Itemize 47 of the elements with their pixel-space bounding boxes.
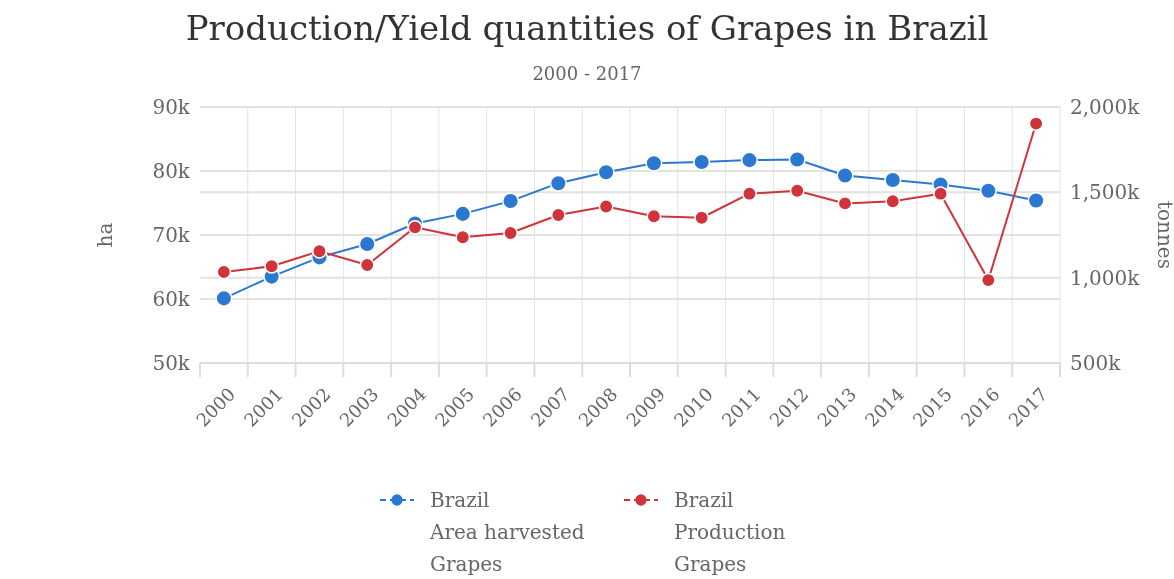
point <box>264 258 280 274</box>
point <box>598 199 614 214</box>
point <box>550 207 566 223</box>
chart-subtitle: 2000 - 2017 <box>532 63 642 84</box>
point <box>979 182 997 200</box>
point <box>454 205 472 223</box>
y-tick-label: 80k <box>152 158 191 183</box>
y2-tick-label: 500k <box>1070 350 1122 375</box>
point <box>216 264 232 280</box>
point <box>740 151 758 169</box>
point <box>742 186 757 202</box>
point <box>884 171 902 189</box>
point <box>407 219 423 235</box>
point <box>312 243 327 259</box>
point <box>837 196 853 211</box>
point <box>359 257 375 273</box>
point <box>694 210 710 226</box>
y-tick-label: 90k <box>152 94 191 119</box>
point <box>358 235 376 253</box>
y2-tick-label: 1,500k <box>1070 180 1141 205</box>
legend-label: Brazil Area harvested Grapes <box>429 488 585 576</box>
point <box>836 166 854 184</box>
legend-label: Brazil Production Grapes <box>674 488 786 576</box>
y-tick-label: 70k <box>152 222 191 247</box>
point <box>645 154 663 172</box>
point <box>980 272 996 288</box>
point <box>502 192 520 210</box>
y2-tick-label: 1,000k <box>1070 265 1141 290</box>
y-tick-label: 50k <box>152 350 191 375</box>
point <box>549 174 567 192</box>
point <box>1027 191 1045 209</box>
point <box>215 289 233 307</box>
point <box>933 186 948 202</box>
point <box>503 225 518 241</box>
point <box>885 193 901 209</box>
chart-title: Production/Yield quantities of Grapes in Brazil <box>185 8 989 48</box>
point <box>597 163 615 181</box>
y-tick-label: 60k <box>152 286 191 311</box>
point <box>693 153 711 171</box>
y-axis-title: ha <box>93 222 117 248</box>
y2-axis-title: tonnes <box>1153 201 1174 269</box>
y2-tick-label: 2,000k <box>1070 94 1141 119</box>
point <box>1028 116 1044 131</box>
point <box>455 229 471 245</box>
point <box>788 150 806 168</box>
point <box>789 183 805 199</box>
point <box>646 208 662 224</box>
